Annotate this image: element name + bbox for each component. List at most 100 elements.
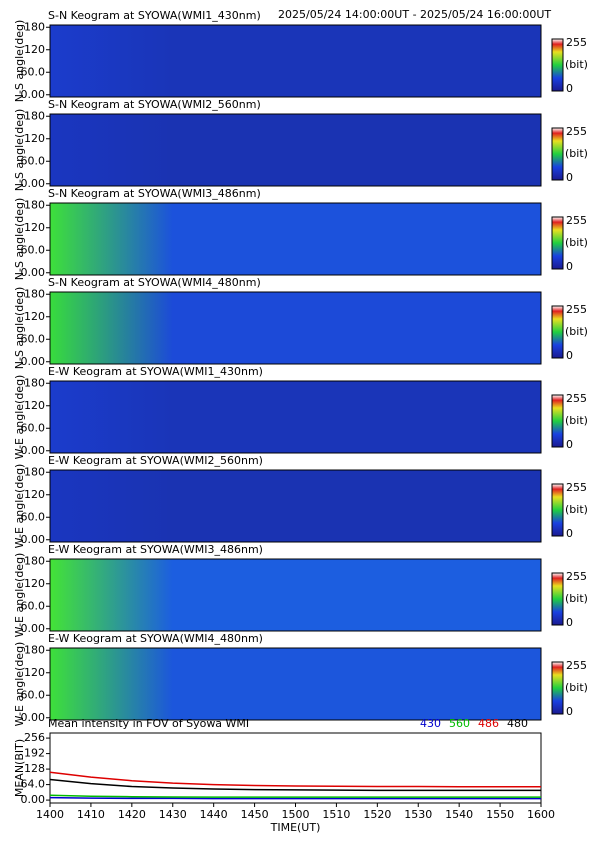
keogram-image xyxy=(49,380,542,454)
panel-title: E-W Keogram at SYOWA(WMI2_560nm) xyxy=(48,454,263,467)
y-tick-label: 180 xyxy=(24,109,45,122)
y-tick-label: 60.0 xyxy=(21,510,46,523)
y-tick-label: 180 xyxy=(24,554,45,567)
panel-title: S-N Keogram at SYOWA(WMI2_560nm) xyxy=(48,98,261,111)
colorbar xyxy=(551,661,564,715)
colorbar xyxy=(551,305,564,359)
colorbar-label: 255 xyxy=(566,570,587,583)
colorbar-unit: (bit) xyxy=(565,147,588,160)
colorbar xyxy=(551,127,564,181)
x-tick-label: 1550 xyxy=(486,808,514,821)
series-line xyxy=(49,796,541,800)
y-axis-label: N-S angle(deg) xyxy=(13,20,26,103)
x-tick-label: 1430 xyxy=(159,808,187,821)
colorbar-label: 255 xyxy=(566,659,587,672)
colorbar xyxy=(551,38,564,92)
colorbar-label: 0 xyxy=(566,438,573,451)
legend-entry: 486 xyxy=(478,717,499,730)
keogram-image xyxy=(49,202,542,276)
colorbar-label: 255 xyxy=(566,392,587,405)
colorbar-label: 255 xyxy=(566,303,587,316)
colorbar xyxy=(551,483,564,537)
panel-title: E-W Keogram at SYOWA(WMI1_430nm) xyxy=(48,365,263,378)
y-tick-label: 192 xyxy=(24,747,45,760)
y-tick-label: 64.0 xyxy=(21,778,46,791)
keogram-image xyxy=(49,647,542,721)
colorbar-unit: (bit) xyxy=(565,58,588,71)
y-tick-label: 256 xyxy=(24,731,45,744)
y-tick-label: 180 xyxy=(24,465,45,478)
y-tick-label: 60.0 xyxy=(21,599,46,612)
panel-title: S-N Keogram at SYOWA(WMI3_486nm) xyxy=(48,187,261,200)
colorbar-unit: (bit) xyxy=(565,681,588,694)
series-line xyxy=(49,771,541,788)
x-tick-label: 1400 xyxy=(36,808,64,821)
panel-title: S-N Keogram at SYOWA(WMI4_480nm) xyxy=(48,276,261,289)
colorbar-unit: (bit) xyxy=(565,236,588,249)
colorbar-label: 0 xyxy=(566,705,573,718)
y-tick-label: 0.00 xyxy=(21,533,46,546)
y-tick-label: 180 xyxy=(24,287,45,300)
colorbar-unit: (bit) xyxy=(565,414,588,427)
colorbar-label: 255 xyxy=(566,481,587,494)
y-axis-label: W-E angle(deg) xyxy=(13,553,26,638)
x-tick-label: 1500 xyxy=(282,808,310,821)
x-tick-label: 1510 xyxy=(322,808,350,821)
y-tick-label: 180 xyxy=(24,643,45,656)
x-tick-label: 1410 xyxy=(77,808,105,821)
y-tick-label: 0.00 xyxy=(21,355,46,368)
y-tick-label: 180 xyxy=(24,198,45,211)
y-tick-label: 60.0 xyxy=(21,332,46,345)
colorbar xyxy=(551,572,564,626)
y-tick-label: 120 xyxy=(24,577,45,590)
x-axis-label: TIME(UT) xyxy=(270,821,321,834)
keogram-image xyxy=(49,291,542,365)
y-tick-label: 60.0 xyxy=(21,243,46,256)
y-tick-label: 0.00 xyxy=(21,711,46,724)
x-tick-label: 1530 xyxy=(404,808,432,821)
keogram-image xyxy=(49,24,542,98)
y-tick-label: 0.00 xyxy=(21,88,46,101)
colorbar-label: 0 xyxy=(566,616,573,629)
y-tick-label: 0.00 xyxy=(21,266,46,279)
legend-entry: 430 xyxy=(420,717,441,730)
series-line xyxy=(49,778,541,792)
y-axis-label: W-E angle(deg) xyxy=(13,375,26,460)
y-axis-label: MEAN(BIT) xyxy=(13,739,26,797)
panel-title: E-W Keogram at SYOWA(WMI4_480nm) xyxy=(48,632,263,645)
colorbar-label: 255 xyxy=(566,36,587,49)
x-tick-label: 1540 xyxy=(445,808,473,821)
colorbar-label: 255 xyxy=(566,214,587,227)
plot-area xyxy=(49,732,542,804)
x-tick-label: 1520 xyxy=(363,808,391,821)
colorbar-unit: (bit) xyxy=(565,503,588,516)
y-tick-label: 180 xyxy=(24,20,45,33)
y-tick-label: 0.00 xyxy=(21,793,46,806)
colorbar-label: 0 xyxy=(566,82,573,95)
y-tick-label: 60.0 xyxy=(21,154,46,167)
y-axis-label: W-E angle(deg) xyxy=(13,642,26,727)
colorbar-unit: (bit) xyxy=(565,325,588,338)
y-tick-label: 60.0 xyxy=(21,65,46,78)
panel-title: E-W Keogram at SYOWA(WMI3_486nm) xyxy=(48,543,263,556)
chart-title: Mean intensity in FOV of Syowa WMI xyxy=(48,717,249,730)
y-tick-label: 60.0 xyxy=(21,688,46,701)
colorbar-unit: (bit) xyxy=(565,592,588,605)
colorbar xyxy=(551,216,564,270)
colorbar-label: 255 xyxy=(566,125,587,138)
y-tick-label: 120 xyxy=(24,43,45,56)
y-axis-label: N-S angle(deg) xyxy=(13,198,26,281)
legend-entry: 480 xyxy=(507,717,528,730)
x-tick-label: 1450 xyxy=(241,808,269,821)
x-tick-label: 1600 xyxy=(527,808,555,821)
y-axis-label: N-S angle(deg) xyxy=(13,287,26,370)
y-tick-label: 120 xyxy=(24,666,45,679)
keogram-image xyxy=(49,113,542,187)
colorbar-label: 0 xyxy=(566,260,573,273)
y-tick-label: 120 xyxy=(24,399,45,412)
colorbar-label: 0 xyxy=(566,171,573,184)
date-range: 2025/05/24 14:00:00UT - 2025/05/24 16:00… xyxy=(278,8,551,21)
y-tick-label: 0.00 xyxy=(21,444,46,457)
y-tick-label: 120 xyxy=(24,132,45,145)
